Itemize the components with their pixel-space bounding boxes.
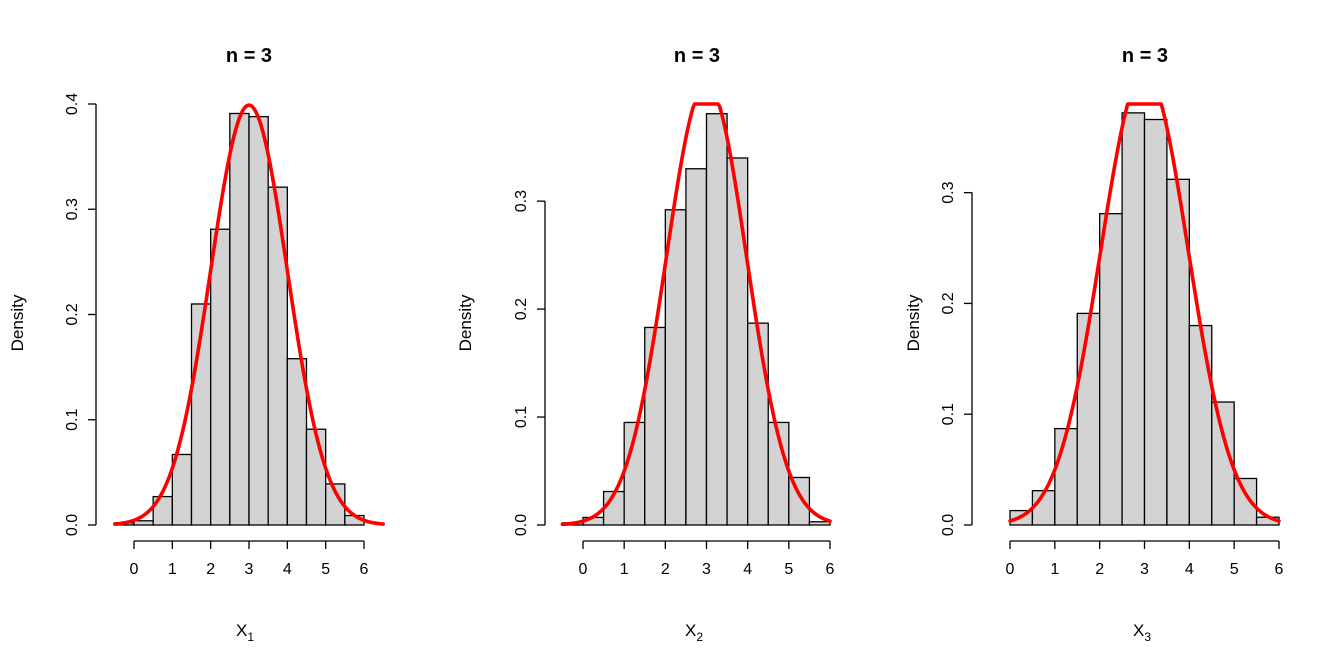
x-tick-label: 2 <box>206 561 215 578</box>
bars-group <box>561 113 831 526</box>
x-tick-label: 1 <box>1050 561 1059 578</box>
histogram-panel-1: n = 3 0 1 2 3 4 5 60.00.10.20.30.4 Density X1 <box>8 45 385 644</box>
x-tick-label: 2 <box>661 561 670 578</box>
histogram-bar <box>210 228 231 526</box>
histogram-bar <box>267 186 288 526</box>
x-tick-label: 5 <box>1230 561 1239 578</box>
x-tick-label: 3 <box>702 561 711 578</box>
histogram-bar <box>726 157 749 526</box>
x-axis-label-subscript: 3 <box>1144 630 1151 644</box>
y-tick-label: 0.2 <box>940 292 957 314</box>
histogram-bar <box>747 322 769 526</box>
histogram-panel-3: n = 3 0 1 2 3 4 5 60.00.10.20.3 Density X3 <box>904 45 1284 644</box>
x-tick-label: 3 <box>245 561 254 578</box>
histogram-bar <box>664 209 687 526</box>
y-tick-label: 0.1 <box>64 409 81 431</box>
histogram-bar <box>644 326 666 526</box>
histogram-bar <box>1211 401 1235 526</box>
x-axis-label-main: X <box>1133 621 1144 640</box>
y-tick-label: 0.4 <box>64 93 81 115</box>
y-axis-label: Density <box>456 294 475 351</box>
y-tick-label: 0.0 <box>64 514 81 536</box>
x-axis-label: X3 <box>1133 621 1151 644</box>
density-curve <box>560 102 832 527</box>
histogram-bar <box>1099 213 1123 526</box>
histogram-bar <box>248 115 269 526</box>
x-tick-label: 4 <box>283 561 292 578</box>
x-axis-label-subscript: 1 <box>247 630 254 644</box>
y-axis-label: Density <box>904 294 923 351</box>
x-tick-label: 3 <box>1140 561 1149 578</box>
histogram-bar <box>685 168 708 526</box>
y-tick-label: 0.1 <box>513 406 530 428</box>
histogram-bar <box>1143 118 1168 526</box>
x-tick-label: 6 <box>360 561 369 578</box>
x-axis-label-subscript: 2 <box>696 630 703 644</box>
y-tick-label: 0.3 <box>513 190 530 212</box>
y-tick-label: 0.3 <box>940 181 957 203</box>
x-tick-label: 5 <box>784 561 793 578</box>
y-tick-label: 0.3 <box>64 198 81 220</box>
histogram-bar <box>1233 477 1258 526</box>
x-axis-label: X1 <box>236 621 254 644</box>
x-tick-label: 4 <box>1185 561 1194 578</box>
histogram-bar <box>286 358 308 526</box>
histogram-bar <box>1188 324 1213 526</box>
y-tick-label: 0.2 <box>513 298 530 320</box>
x-tick-label: 0 <box>579 561 588 578</box>
x-tick-label: 1 <box>620 561 629 578</box>
y-axis-label: Density <box>8 294 27 351</box>
histogram-bar <box>788 476 811 526</box>
density-curve <box>1008 102 1281 523</box>
histogram-bar <box>1121 112 1146 526</box>
histogram-bar <box>1076 312 1101 526</box>
histogram-bar <box>133 520 154 526</box>
x-tick-label: 6 <box>826 561 835 578</box>
panel-title: n = 3 <box>1122 45 1168 67</box>
x-tick-label: 6 <box>1275 561 1284 578</box>
x-tick-label: 1 <box>168 561 177 578</box>
axes-group: 0 1 2 3 4 5 6 0.0 0.1 0.2 0.3 <box>940 181 1284 578</box>
histogram-bar <box>229 112 250 526</box>
x-tick-label: 2 <box>1095 561 1104 578</box>
y-tick-label: 0.0 <box>513 514 530 536</box>
histogram-bar <box>1054 427 1078 526</box>
x-tick-label: 4 <box>743 561 752 578</box>
x-axis-label-main: X <box>685 621 696 640</box>
x-tick-label: 5 <box>321 561 330 578</box>
histogram-panel-2: n = 3 0 1 2 3 4 5 60.00.10.20.3 Density X2 <box>456 45 835 644</box>
bars-group <box>114 112 365 526</box>
x-axis-label: X2 <box>685 621 703 644</box>
x-axis-label-main: X <box>236 621 247 640</box>
panel-title: n = 3 <box>226 45 272 67</box>
y-tick-label: 0.1 <box>940 403 957 425</box>
x-tick-label: 0 <box>1006 561 1015 578</box>
histogram-bar <box>808 521 831 526</box>
axes-group: 0 1 2 3 4 5 6 0.0 0.1 0.2 0.3 <box>513 190 835 578</box>
y-tick-label: 0.2 <box>64 303 81 325</box>
y-tick-label: 0.0 <box>940 514 957 536</box>
x-tick-label: 0 <box>130 561 139 578</box>
histogram-bar <box>305 428 327 526</box>
bars-group <box>1009 112 1280 526</box>
axes-group: 0 1 2 3 4 5 6 0.0 0.1 0.2 0.3 0.4 <box>64 93 369 578</box>
histogram-bar <box>705 113 728 526</box>
panel-title: n = 3 <box>674 45 720 67</box>
density-curve <box>113 103 385 526</box>
